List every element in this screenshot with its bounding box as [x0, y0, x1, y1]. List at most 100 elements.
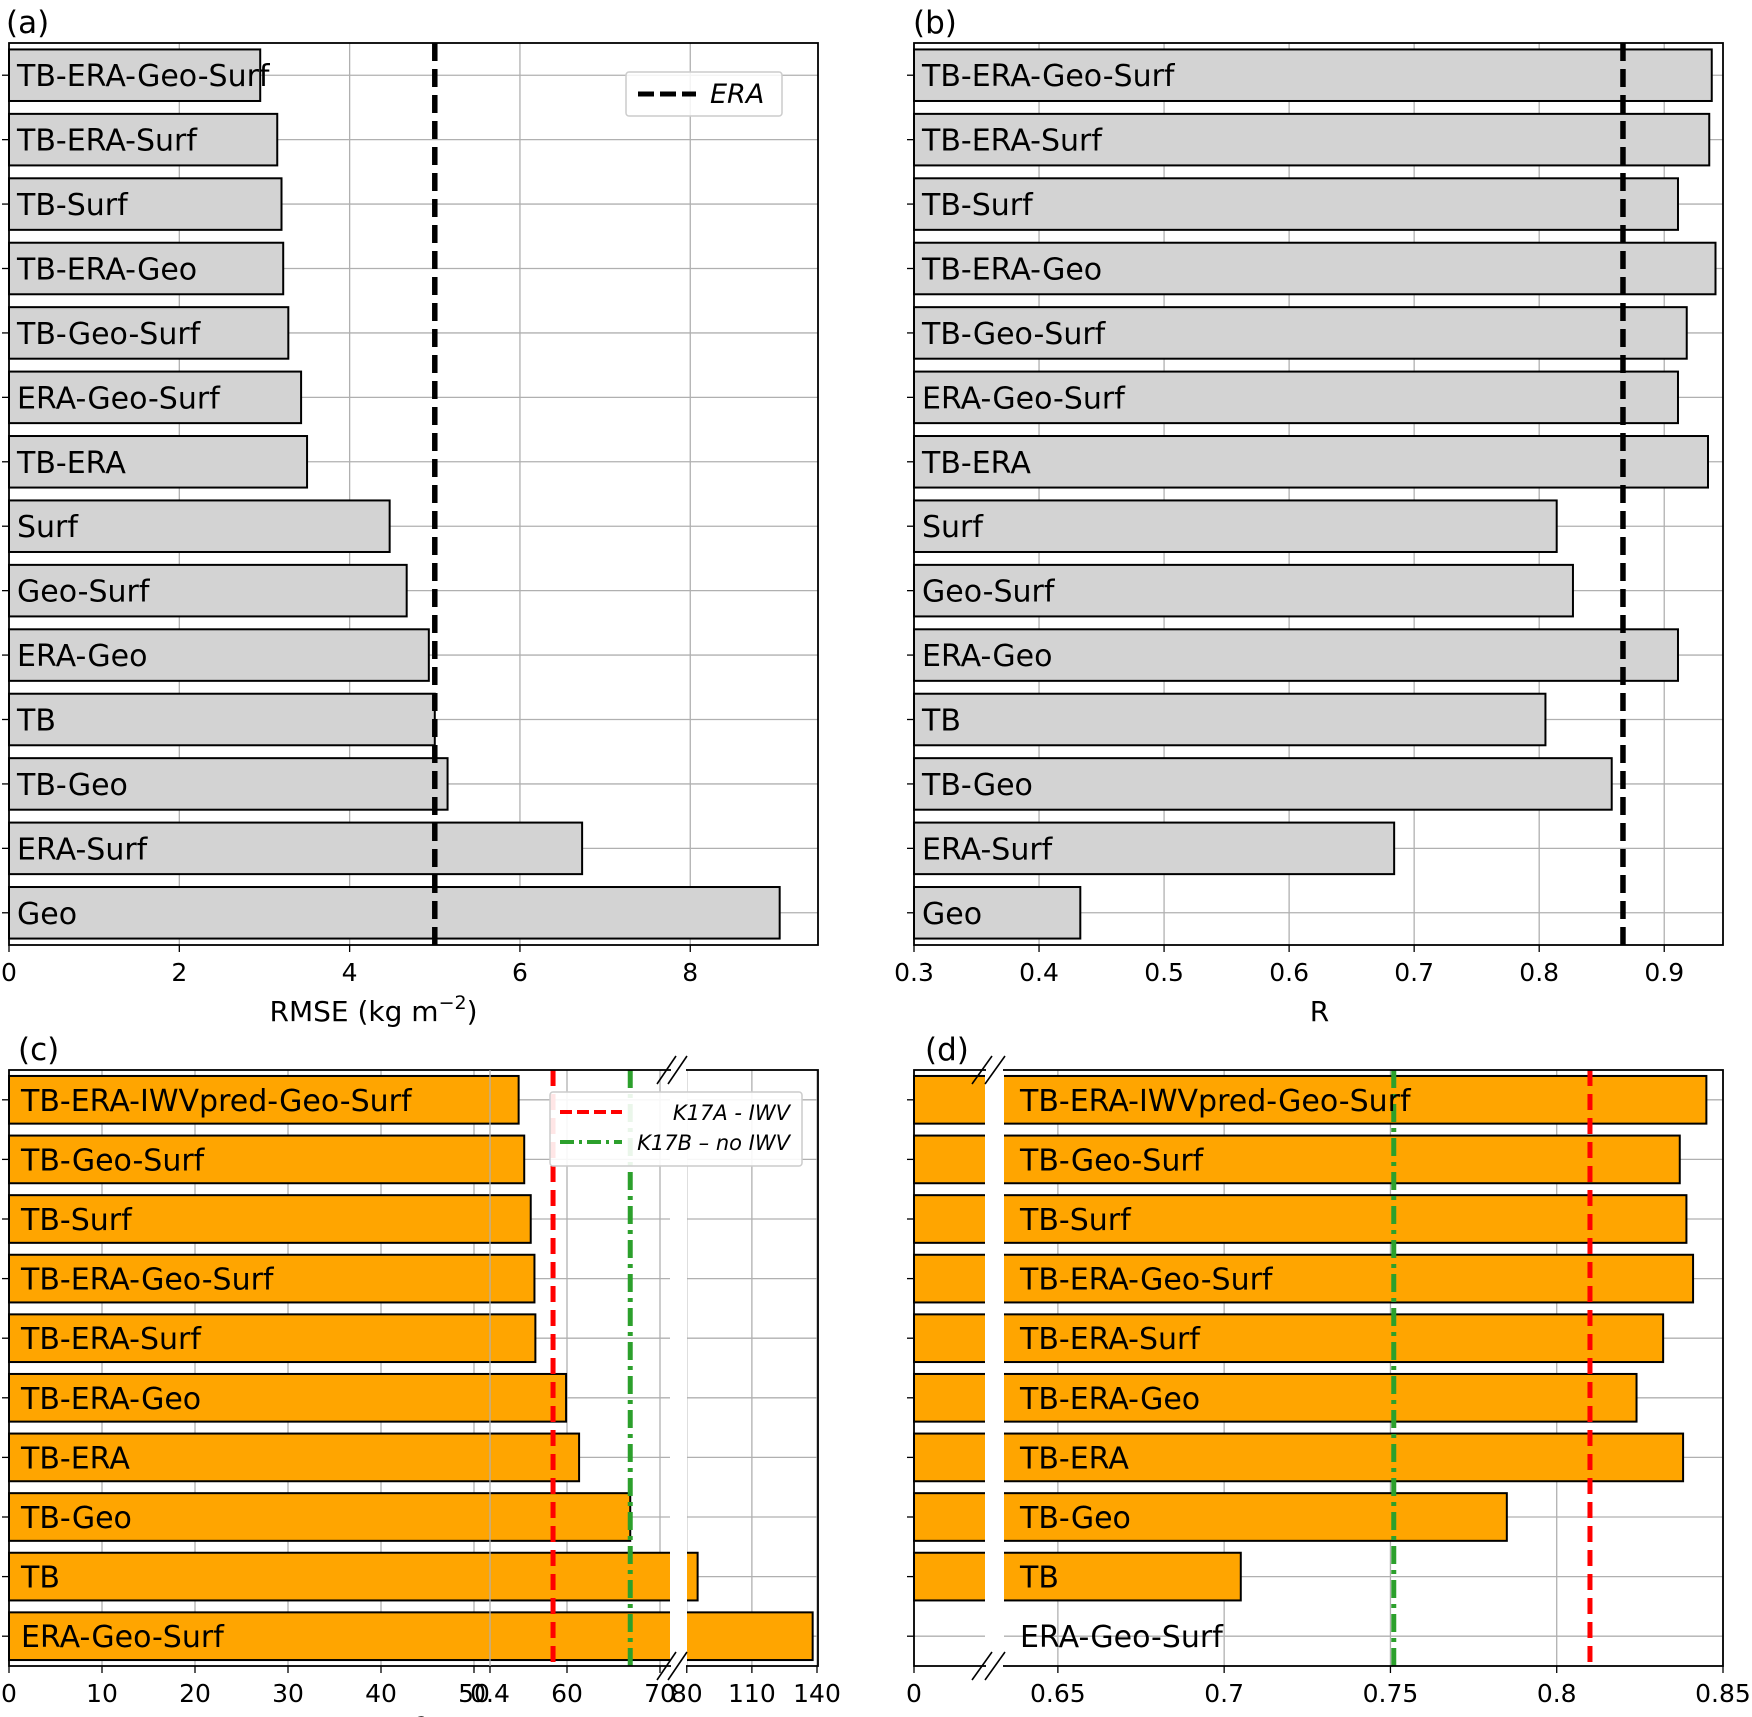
category-label: TB-ERA-Geo-Surf: [1019, 1263, 1274, 1298]
x-tick-label: 0.75: [1363, 1679, 1419, 1708]
bar-tb-surf: [913, 177, 1679, 231]
x-tick-label: 40: [365, 1679, 397, 1708]
category-label: TB-ERA-IWVpred-Geo-Surf: [1019, 1084, 1412, 1119]
x-tick-label: 0.3: [894, 958, 934, 987]
x-tick-label: 0: [1, 958, 17, 987]
bar-tb-era-geo-surf: [8, 48, 262, 102]
category-label: TB-Surf: [921, 188, 1034, 223]
category-label: Surf: [922, 510, 984, 545]
bar-tb: [8, 1551, 699, 1602]
category-label: TB-ERA: [1019, 1441, 1129, 1476]
x-tick-label: 10: [86, 1679, 118, 1708]
plot-frame: [913, 42, 1724, 946]
x-axis-label-sup: −2: [400, 1713, 428, 1717]
axis-break-gap: [985, 1066, 1004, 1670]
bar-era-geo: [913, 628, 1679, 682]
category-label: TB-ERA-Surf: [20, 1322, 202, 1357]
bar-tb-geo: [8, 1492, 632, 1542]
x-tick-label: 80: [671, 1679, 703, 1708]
bar-tb-era-iwvpred-geo-surf: [8, 1074, 520, 1125]
x-tick-label: 0.8: [1519, 958, 1559, 987]
bar-tb-era: [913, 1432, 1685, 1483]
break-mark: [984, 1651, 1006, 1681]
bar-tb-era: [8, 435, 309, 489]
x-tick-label: 4: [342, 958, 358, 987]
category-label: TB-Geo-Surf: [921, 317, 1107, 352]
bar-tb: [913, 692, 1547, 747]
category-label: TB: [1019, 1561, 1059, 1596]
bar-tb-surf: [8, 177, 283, 231]
category-label: TB: [16, 704, 56, 739]
break-mark: [656, 1055, 677, 1085]
category-label: TB-ERA-Surf: [1019, 1322, 1201, 1357]
bar-tb-era-surf: [8, 112, 279, 167]
x-axis-label-sup: −2: [439, 992, 467, 1014]
category-label: TB-Surf: [20, 1203, 133, 1238]
category-label: Geo: [17, 897, 77, 932]
x-tick-label: 0.6: [1269, 958, 1309, 987]
bar-tb-era-surf: [8, 1313, 537, 1364]
bar-tb-geo: [8, 757, 449, 811]
bar-tb-geo-surf: [8, 306, 290, 360]
x-tick-label: 6: [512, 958, 528, 987]
bar-tb-era: [913, 435, 1709, 489]
x-tick-label: 0: [906, 1679, 922, 1708]
legend-label: K17A - IWV: [673, 1101, 792, 1125]
bar-era-surf: [8, 821, 584, 876]
x-tick-label: 30: [272, 1679, 304, 1708]
category-label: TB-ERA-Geo-Surf: [921, 59, 1176, 94]
bar-tb-geo-surf: [913, 306, 1688, 360]
category-label: TB-ERA-IWVpred-Geo-Surf: [20, 1084, 413, 1119]
x-axis-label: R: [1310, 995, 1329, 1028]
x-tick-label: 8: [682, 958, 698, 987]
break-mark: [971, 1651, 993, 1681]
break-mark: [667, 1651, 688, 1681]
category-label: TB-ERA-Geo: [921, 253, 1102, 288]
bar-tb-era-geo-surf: [913, 1253, 1695, 1304]
x-tick-label: 0.7: [1204, 1679, 1244, 1708]
category-label: TB-Geo: [20, 1501, 132, 1536]
x-tick-label: 20: [179, 1679, 211, 1708]
frame-break-bottom: [671, 1663, 686, 1669]
category-label: TB-Geo-Surf: [20, 1143, 206, 1178]
bar-surf: [913, 499, 1558, 553]
category-label: ERA-Geo-Surf: [21, 1620, 225, 1655]
category-label: TB-ERA: [20, 1441, 130, 1476]
bar-tb-surf: [8, 1194, 532, 1244]
x-tick-label: 0.5: [1144, 958, 1184, 987]
bar-tb: [8, 692, 436, 747]
panel-label: (b): [913, 5, 957, 41]
category-label: ERA-Geo: [922, 639, 1052, 674]
category-label: ERA-Surf: [17, 832, 149, 867]
category-label: Geo-Surf: [17, 575, 151, 610]
bar-geo-surf: [8, 563, 408, 618]
category-label: TB-Surf: [16, 188, 129, 223]
category-label: ERA-Surf: [922, 832, 1054, 867]
bar-tb-era-geo: [913, 241, 1717, 296]
category-label: TB-Geo: [1019, 1501, 1131, 1536]
category-label: TB-Geo-Surf: [1019, 1143, 1205, 1178]
bar-tb-geo: [913, 1492, 1508, 1542]
category-label: ERA-Geo-Surf: [17, 381, 221, 416]
category-label: TB-ERA-Geo-Surf: [16, 59, 271, 94]
plot-frame: [8, 1069, 819, 1667]
legend-box: [625, 71, 783, 117]
category-label: ERA-Geo-Surf: [1020, 1620, 1224, 1655]
category-label: TB-ERA-Surf: [16, 124, 198, 159]
x-axis-label: RMSE (kg m−2): [269, 992, 477, 1028]
break-mark: [667, 1055, 688, 1085]
bar-geo: [913, 886, 1082, 940]
bar-tb-surf: [913, 1194, 1688, 1244]
category-label: TB-ERA-Geo: [20, 1382, 201, 1417]
category-label: Surf: [17, 510, 79, 545]
panel-label: (a): [6, 5, 49, 41]
category-label: TB-ERA-Geo: [1019, 1382, 1200, 1417]
category-label: TB-ERA-Geo: [16, 253, 197, 288]
category-label: TB-Geo-Surf: [16, 317, 202, 352]
bar-tb: [913, 1551, 1242, 1602]
legend-label: ERA: [710, 79, 764, 110]
frame-break-top: [671, 1067, 686, 1073]
x-tick-label: 140: [793, 1679, 841, 1708]
break-mark: [656, 1651, 677, 1681]
